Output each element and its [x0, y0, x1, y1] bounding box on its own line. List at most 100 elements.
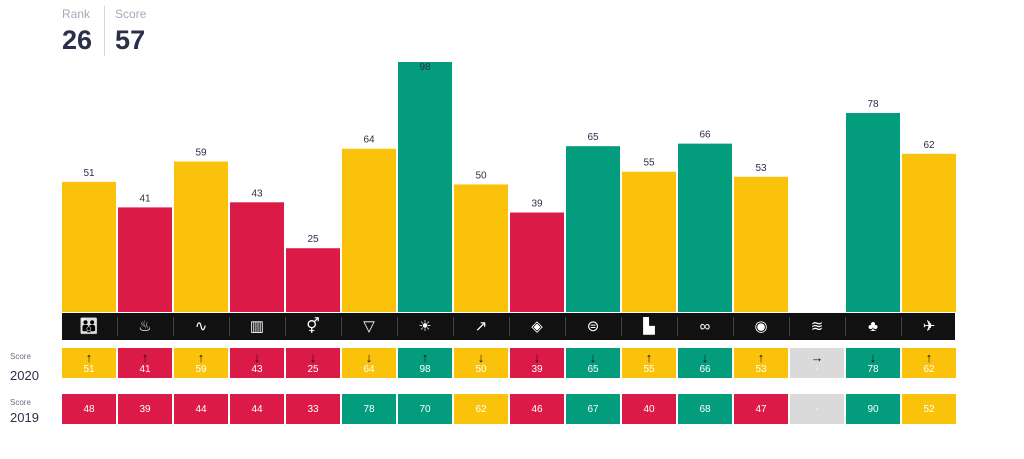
bar-16: [902, 153, 956, 312]
score-2020-cell-14: → -: [790, 348, 844, 378]
book-icon: ▥: [229, 313, 284, 340]
bar-label-2: 41: [139, 193, 151, 204]
score-2019-cell-14: -: [790, 394, 844, 424]
score-2020-value: 64: [363, 364, 375, 375]
family-icon: 👪: [79, 318, 99, 335]
score-2019-cell-8: 62: [454, 394, 508, 424]
trend-arrow-icon: ↑: [197, 350, 205, 365]
score-2019-value: 48: [83, 403, 95, 415]
trend-arrow-icon: ↓: [365, 350, 373, 365]
trend-arrow-icon: ↑: [141, 350, 149, 365]
trend-arrow-icon: ↑: [645, 350, 653, 365]
score-2019-cell-12: 68: [678, 394, 732, 424]
bar-label-15: 78: [867, 99, 879, 110]
score-2019-cell-4: 44: [230, 394, 284, 424]
score-2019-cell-9: 46: [510, 394, 564, 424]
score-2020-value: 25: [307, 364, 319, 375]
trend-arrow-icon: ↓: [533, 350, 541, 365]
bar-label-5: 25: [307, 234, 319, 245]
bar-label-6: 64: [363, 135, 375, 146]
bar-label-16: 62: [923, 140, 935, 151]
bar-label-12: 66: [699, 130, 711, 141]
bar-6: [342, 148, 396, 312]
row-label-2019-small: Score: [10, 398, 31, 407]
trend-arrow-icon: ↑: [421, 350, 429, 365]
score-2020-value: 53: [755, 364, 767, 375]
row-label-2020-year: 2020: [10, 368, 39, 383]
score-2020-value: 41: [139, 364, 151, 375]
fish-icon: ≋: [789, 313, 844, 340]
bar-label-1: 51: [83, 168, 95, 179]
score-label: Score: [115, 7, 147, 21]
bar-5: [286, 248, 340, 312]
score-2019-cell-1: 48: [62, 394, 116, 424]
heartbeat-icon: ∿: [173, 313, 228, 340]
summary-header: Rank 26 Score 57: [62, 6, 158, 56]
trend-arrow-icon: ↓: [701, 350, 709, 365]
score-2020-cell-5: ↓ 25: [286, 348, 340, 378]
score-2019-value: 90: [867, 403, 879, 415]
score-2019-value: 68: [699, 403, 711, 415]
score-2020-cell-4: ↓ 43: [230, 348, 284, 378]
growth-chart-icon: ↗: [453, 313, 508, 340]
trend-arrow-icon: ↓: [309, 350, 317, 365]
score-2019-cell-13: 47: [734, 394, 788, 424]
trend-arrow-icon: ↓: [253, 350, 261, 365]
score-2020-cell-13: ↑ 53: [734, 348, 788, 378]
score-row-2019: 48 39 44 44 33 78 70 62 46 67 40 68 47 - 90 52: [62, 394, 956, 424]
score-2019-cell-2: 39: [118, 394, 172, 424]
score-2020-value: 78: [867, 364, 879, 375]
score-2020-value: 55: [643, 364, 655, 375]
score-2019-value: 67: [587, 403, 599, 415]
score-2019-value: 78: [363, 403, 375, 415]
trend-arrow-icon: ↓: [477, 350, 485, 365]
rank-stat: Rank 26: [62, 6, 104, 56]
water-drop-icon: ▽: [341, 313, 396, 340]
score-2019-value: 46: [531, 403, 543, 415]
buildings-icon: ▙: [621, 313, 676, 340]
equal-icon: ⊜: [565, 313, 620, 340]
bar-7: [398, 62, 452, 312]
bar-chart: 51 41 59 43 25 64 98 50 39 65 55 66 53 78 62: [62, 62, 956, 312]
row-label-2019-year: 2019: [10, 410, 39, 425]
score-2020-cell-9: ↓ 39: [510, 348, 564, 378]
sun-icon: ☀: [397, 313, 452, 340]
score-2019-value: 52: [923, 403, 935, 415]
score-value: 57: [115, 25, 146, 55]
bar-3: [174, 161, 228, 312]
score-2020-value: 66: [699, 364, 711, 375]
tree-icon: ♣: [845, 313, 900, 340]
score-2019-cell-5: 33: [286, 394, 340, 424]
score-2019-cell-11: 40: [622, 394, 676, 424]
bar-2: [118, 207, 172, 312]
score-2019-value: 47: [755, 403, 767, 415]
trend-arrow-icon: ↑: [85, 350, 93, 365]
score-2020-value: -: [815, 364, 819, 375]
bar-15: [846, 113, 900, 312]
score-2020-cell-6: ↓ 64: [342, 348, 396, 378]
score-2019-value: -: [815, 403, 819, 415]
score-2020-value: 59: [195, 364, 207, 375]
score-2020-value: 43: [251, 364, 263, 375]
bar-label-7: 98: [419, 62, 431, 73]
score-2020-cell-16: ↑ 62: [902, 348, 956, 378]
bar-1: [62, 181, 116, 312]
score-2020-value: 98: [419, 364, 431, 375]
score-2019-value: 44: [251, 403, 263, 415]
score-2019-cell-10: 67: [566, 394, 620, 424]
score-2019-cell-6: 78: [342, 394, 396, 424]
bar-label-11: 55: [643, 158, 655, 169]
row-label-2020: Score 2020: [10, 352, 60, 383]
bar-12: [678, 143, 732, 312]
score-2020-cell-1: ↑ 51: [62, 348, 116, 378]
score-2020-cell-7: ↑ 98: [398, 348, 452, 378]
eye-globe-icon: ◉: [733, 313, 788, 340]
rank-label: Rank: [62, 7, 91, 21]
score-2019-cell-3: 44: [174, 394, 228, 424]
score-2020-cell-8: ↓ 50: [454, 348, 508, 378]
score-stat: Score 57: [104, 6, 158, 56]
score-row-2020: ↑ 51 ↑ 41 ↑ 59 ↓ 43 ↓ 25 ↓ 64 ↑ 98 ↓ 50 ↓ 39 ↓ 65 ↑ 55 ↓ 66 ↑ 53 →…: [62, 348, 956, 378]
score-2019-cell-7: 70: [398, 394, 452, 424]
score-2019-cell-16: 52: [902, 394, 956, 424]
score-2020-cell-15: ↓ 78: [846, 348, 900, 378]
